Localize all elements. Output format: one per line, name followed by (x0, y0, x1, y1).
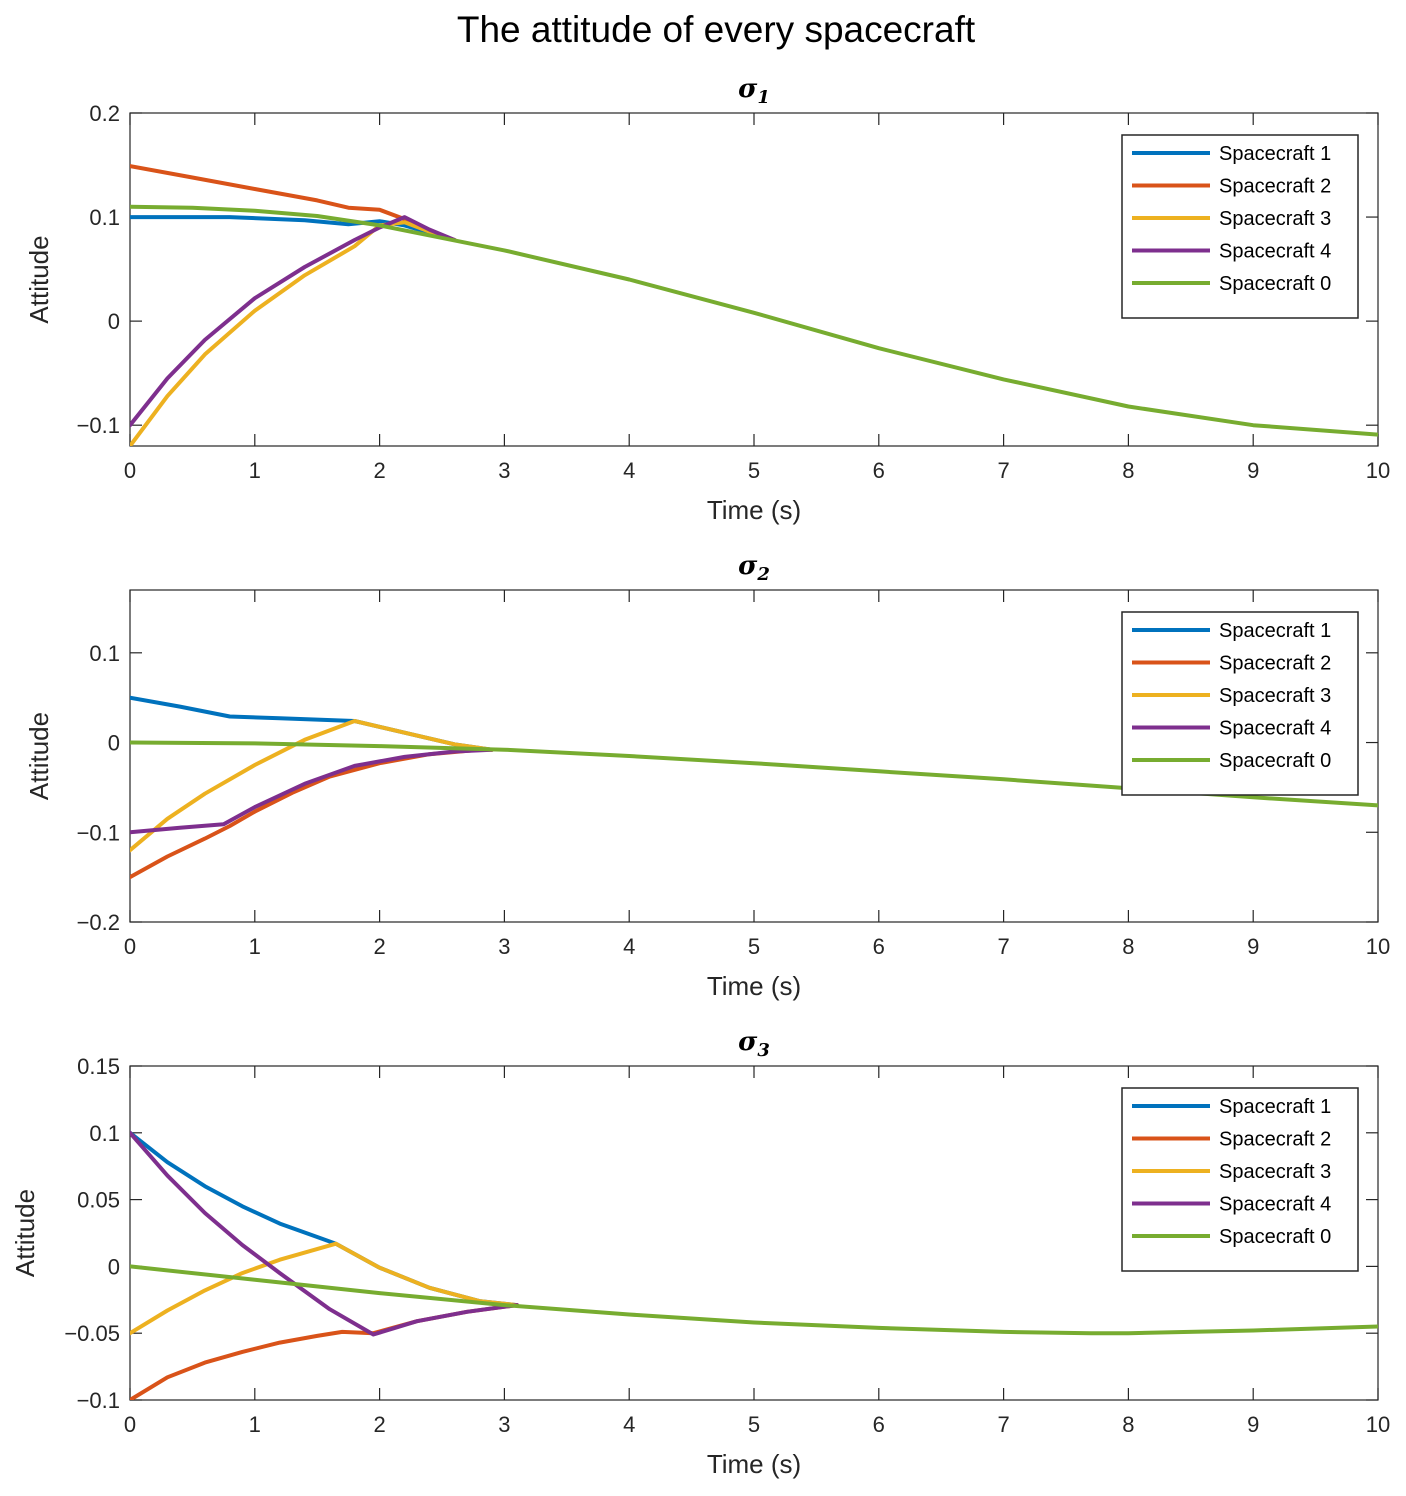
y-tick-label: −0.1 (77, 413, 120, 438)
x-tick-label: 2 (373, 934, 385, 959)
series-line-spacecraft-4 (130, 747, 494, 835)
x-tick-label: 8 (1122, 458, 1134, 483)
x-tick-label: 10 (1366, 934, 1390, 959)
legend-label: Spacecraft 2 (1219, 653, 1331, 675)
series-line-spacecraft-0 (130, 1264, 1378, 1336)
x-tick-label: 0 (124, 1412, 136, 1437)
x-tick-label: 5 (748, 934, 760, 959)
x-tick-label: 9 (1247, 934, 1259, 959)
subplot-title: σ1 (738, 74, 770, 108)
x-tick-label: 2 (373, 458, 385, 483)
y-axis-label: Attitude (24, 235, 54, 323)
subplot-title-subscript: 3 (757, 1040, 770, 1061)
legend-box (1121, 611, 1359, 796)
series-line-spacecraft-3 (130, 220, 457, 446)
y-tick-label: 0.1 (89, 205, 120, 230)
y-tick-label: 0 (108, 309, 120, 334)
series-line-spacecraft-4 (130, 215, 457, 428)
legend-label: Spacecraft 4 (1219, 718, 1331, 740)
figure-title: The attitude of every spacecraft (457, 9, 976, 50)
x-tick-label: 8 (1122, 1412, 1134, 1437)
subplot-title-subscript: 2 (756, 564, 770, 585)
y-axis-label: Attitude (10, 1189, 40, 1277)
x-tick-label: 1 (249, 458, 261, 483)
x-tick-label: 10 (1366, 458, 1390, 483)
y-tick-label: −0.1 (77, 820, 120, 845)
legend-label: Spacecraft 0 (1219, 273, 1331, 295)
x-tick-label: 6 (873, 1412, 885, 1437)
y-tick-label: 0.05 (77, 1188, 120, 1213)
x-tick-label: 7 (997, 1412, 1009, 1437)
legend-label: Spacecraft 0 (1219, 750, 1331, 772)
legend-label: Spacecraft 3 (1219, 1161, 1331, 1183)
y-tick-label: 0 (108, 1254, 120, 1279)
x-tick-label: 4 (623, 1412, 635, 1437)
x-tick-label: 3 (498, 458, 510, 483)
series-line-spacecraft-0 (130, 204, 1378, 437)
subplot-title: σ2 (738, 551, 770, 585)
legend-label: Spacecraft 2 (1219, 1129, 1331, 1151)
y-tick-label: 0.15 (77, 1054, 120, 1079)
x-tick-label: 1 (249, 1412, 261, 1437)
legend: Spacecraft 1 Spacecraft 2 Spacecraft 3 Spac… (1121, 611, 1359, 796)
x-tick-label: 5 (748, 458, 760, 483)
subplot-sigma-2: 0 1 2 3 4 5 6 7 8 9 10 −0.2 −0.1 0 0.1 σ2 Time (s) Attitu… (24, 551, 1390, 1001)
legend-label: Spacecraft 4 (1219, 241, 1331, 263)
legend-label: Spacecraft 1 (1219, 143, 1331, 165)
y-tick-label: 0.2 (89, 101, 120, 126)
legend-label: Spacecraft 1 (1219, 1096, 1331, 1118)
x-tick-label: 5 (748, 1412, 760, 1437)
x-tick-label: 10 (1366, 1412, 1390, 1437)
subplot-sigma-3: 0 1 2 3 4 5 6 7 8 9 10 −0.1 −0.05 0 0.05 0.1 0.15 σ3 Time … (10, 1027, 1390, 1479)
x-tick-label: 8 (1122, 934, 1134, 959)
y-tick-label: −0.05 (64, 1321, 120, 1346)
legend-box (1121, 134, 1359, 319)
x-tick-label: 4 (623, 934, 635, 959)
x-tick-label: 2 (373, 1412, 385, 1437)
x-tick-label: 6 (873, 458, 885, 483)
x-tick-label: 3 (498, 1412, 510, 1437)
x-tick-label: 0 (124, 458, 136, 483)
series-line-spacecraft-3 (130, 1241, 519, 1336)
legend-label: Spacecraft 3 (1219, 208, 1331, 230)
legend: Spacecraft 1 Spacecraft 2 Spacecraft 3 Spac… (1121, 1087, 1359, 1272)
legend-label: Spacecraft 1 (1219, 620, 1331, 642)
series-line-spacecraft-3 (130, 719, 494, 853)
x-axis-label: Time (s) (707, 971, 801, 1001)
x-tick-label: 9 (1247, 458, 1259, 483)
legend-label: Spacecraft 4 (1219, 1194, 1331, 1216)
x-tick-label: 6 (873, 934, 885, 959)
y-axis-label: Attitude (24, 712, 54, 800)
x-tick-label: 7 (997, 934, 1009, 959)
legend-box (1121, 1087, 1359, 1272)
y-tick-label: 0 (108, 731, 120, 756)
y-tick-label: −0.1 (77, 1388, 120, 1413)
legend-label: Spacecraft 0 (1219, 1226, 1331, 1248)
series-line-spacecraft-4 (130, 1130, 519, 1337)
x-axis-label: Time (s) (707, 1449, 801, 1479)
y-tick-label: 0.1 (89, 1121, 120, 1146)
x-tick-label: 0 (124, 934, 136, 959)
y-tick-label: −0.2 (77, 910, 120, 935)
x-tick-label: 3 (498, 934, 510, 959)
x-tick-label: 4 (623, 458, 635, 483)
legend: Spacecraft 1 Spacecraft 2 Spacecraft 3 Spac… (1121, 134, 1359, 319)
x-tick-label: 7 (997, 458, 1009, 483)
series-line-spacecraft-1 (130, 215, 457, 242)
subplot-title-subscript: 1 (757, 87, 770, 108)
legend-label: Spacecraft 3 (1219, 685, 1331, 707)
x-tick-label: 1 (249, 934, 261, 959)
legend-label: Spacecraft 2 (1219, 176, 1331, 198)
y-tick-label: 0.1 (89, 641, 120, 666)
subplot-title: σ3 (738, 1027, 770, 1061)
x-axis-label: Time (s) (707, 495, 801, 525)
x-tick-label: 9 (1247, 1412, 1259, 1437)
